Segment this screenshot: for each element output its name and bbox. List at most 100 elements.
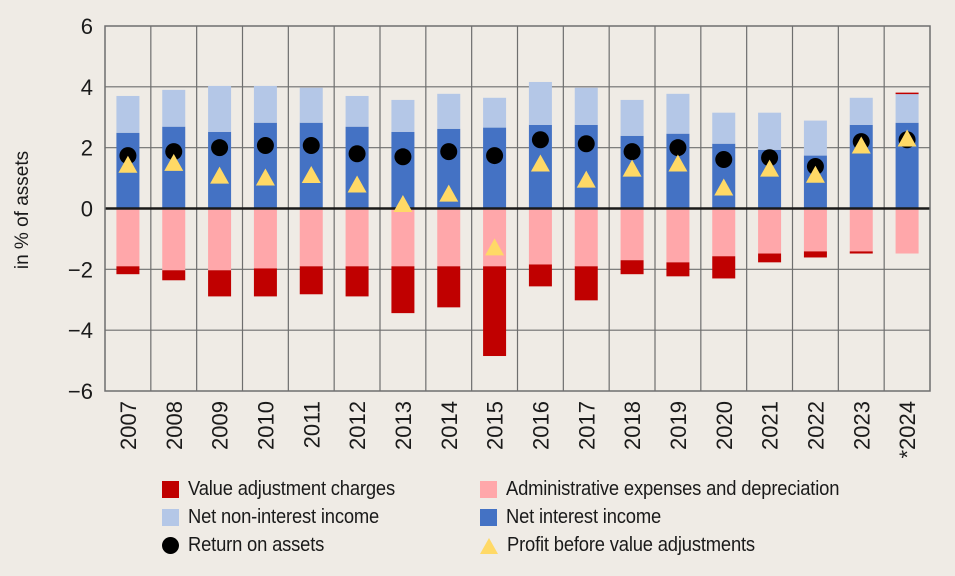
bar-value-adjustment-charges [666, 262, 690, 277]
bar-net-non-interest-income [208, 85, 232, 132]
bar-net-non-interest-income [849, 97, 873, 125]
bar-value-adjustment-charges [162, 270, 186, 281]
bar-value-adjustment-charges [437, 266, 461, 308]
bar-value-adjustment-charges [620, 260, 644, 275]
bar-value-adjustment-charges [253, 268, 277, 297]
point-return-on-assets [577, 135, 595, 153]
x-tick-label: 2007 [116, 401, 141, 450]
legend-label: Administrative expenses and depreciation [506, 478, 840, 500]
x-tick-label: 2011 [299, 401, 324, 448]
point-return-on-assets [394, 148, 412, 166]
y-axis-label: in % of assets [12, 151, 33, 269]
bar-net-non-interest-income [803, 120, 827, 156]
x-tick-label: 2018 [620, 401, 645, 450]
bar-value-adjustment-charges [483, 266, 507, 357]
plot-frame [104, 25, 931, 392]
bar-net-non-interest-income [253, 85, 277, 123]
x-tick-label: 2015 [483, 401, 508, 450]
bar-administrative-expenses-and-depreciation [803, 208, 827, 252]
bar-administrative-expenses-and-depreciation [162, 208, 186, 271]
point-profit-before-value-adjustments [530, 154, 550, 172]
point-return-on-assets [440, 143, 458, 161]
point-return-on-assets [715, 151, 733, 169]
point-profit-before-value-adjustments [118, 155, 138, 173]
bar-net-non-interest-income [895, 93, 919, 123]
bar-value-adjustment-charges [574, 266, 598, 301]
legend-item-net-interest-income[interactable]: Net interest income [480, 506, 675, 529]
bar-administrative-expenses-and-depreciation [345, 208, 369, 267]
legend-item-net-non-interest-income[interactable]: Net non-interest income [162, 506, 396, 529]
bar-value-adjustment-charges [758, 253, 782, 263]
legend-item-profit-before-value-adjustments[interactable]: Profit before value adjustments [480, 534, 777, 557]
bar-administrative-expenses-and-depreciation [208, 208, 232, 271]
bar-net-non-interest-income [162, 89, 186, 127]
x-tick-label: 2022 [803, 401, 828, 450]
x-tick-label: 2010 [253, 401, 278, 450]
point-profit-before-value-adjustments [164, 153, 184, 171]
point-profit-before-value-adjustments [622, 159, 642, 177]
legend-label: Return on assets [188, 534, 325, 556]
bar-net-non-interest-income [574, 87, 598, 125]
bar-value-adjustment-charges [391, 266, 415, 314]
y-tick-label: −6 [68, 379, 93, 404]
bar-net-non-interest-income [483, 97, 507, 128]
point-profit-before-value-adjustments [301, 166, 321, 184]
bar-value-adjustment-charges [116, 266, 140, 275]
point-return-on-assets [348, 145, 366, 163]
point-profit-before-value-adjustments [255, 168, 275, 186]
plot-border [104, 25, 931, 392]
x-tick-label: 2016 [528, 401, 553, 450]
bar-value-adjustment-charges [803, 251, 827, 258]
bar-value-adjustment-charges [712, 256, 736, 279]
y-tick-label: 0 [81, 197, 93, 222]
bar-net-interest-income [483, 127, 507, 209]
legend-label: Profit before value adjustments [507, 534, 755, 556]
x-tick-label: 2013 [391, 401, 416, 450]
point-return-on-assets [531, 131, 549, 149]
bar-net-non-interest-income [712, 112, 736, 144]
legend-swatch [162, 481, 179, 498]
x-tick-label: 2009 [208, 401, 233, 450]
bar-value-adjustment-charges [528, 264, 552, 287]
point-return-on-assets [119, 147, 137, 165]
x-tick-label: 2014 [437, 401, 462, 450]
markers [118, 129, 917, 256]
y-tick-label: −4 [68, 318, 93, 343]
y-tick-label: 2 [81, 136, 93, 161]
bar-value-adjustment-charges [299, 266, 323, 295]
bar-net-non-interest-income [528, 81, 552, 125]
bar-administrative-expenses-and-depreciation [483, 208, 507, 267]
circle-marker-icon [162, 537, 179, 554]
legend-item-value-adjustment-charges[interactable]: Value adjustment charges [162, 478, 413, 501]
point-profit-before-value-adjustments [393, 194, 413, 212]
bar-net-non-interest-income [758, 112, 782, 150]
bar-net-non-interest-income [345, 95, 369, 127]
bar-administrative-expenses-and-depreciation [253, 208, 277, 269]
bar-administrative-expenses-and-depreciation [116, 208, 140, 267]
x-tick-label: 2008 [162, 401, 187, 450]
point-profit-before-value-adjustments [439, 184, 459, 202]
bar-administrative-expenses-and-depreciation [299, 208, 323, 267]
bar-administrative-expenses-and-depreciation [620, 208, 644, 261]
y-tick-label: 6 [81, 14, 93, 39]
x-tick-label: 2017 [574, 401, 599, 450]
bar-net-interest-income [758, 149, 782, 209]
point-profit-before-value-adjustments [485, 238, 505, 256]
bar-value-adjustment-charges [208, 270, 232, 297]
bar-administrative-expenses-and-depreciation [528, 208, 552, 265]
y-axis-ticks: 6 4 2 0 −2 −4 −6 [68, 14, 93, 404]
point-profit-before-value-adjustments [851, 136, 871, 154]
bar-administrative-expenses-and-depreciation [391, 208, 415, 267]
legend-swatch [162, 509, 179, 526]
bar-administrative-expenses-and-depreciation [574, 208, 598, 267]
bar-net-interest-income [299, 122, 323, 209]
bar-value-adjustment-charges [345, 266, 369, 297]
legend-item-administrative-expenses[interactable]: Administrative expenses and depreciation [480, 478, 868, 501]
bar-administrative-expenses-and-depreciation [758, 208, 782, 254]
point-profit-before-value-adjustments [805, 165, 825, 183]
point-return-on-assets [669, 139, 687, 157]
legend-label: Net interest income [506, 506, 662, 528]
legend-item-return-on-assets[interactable]: Return on assets [162, 534, 336, 557]
